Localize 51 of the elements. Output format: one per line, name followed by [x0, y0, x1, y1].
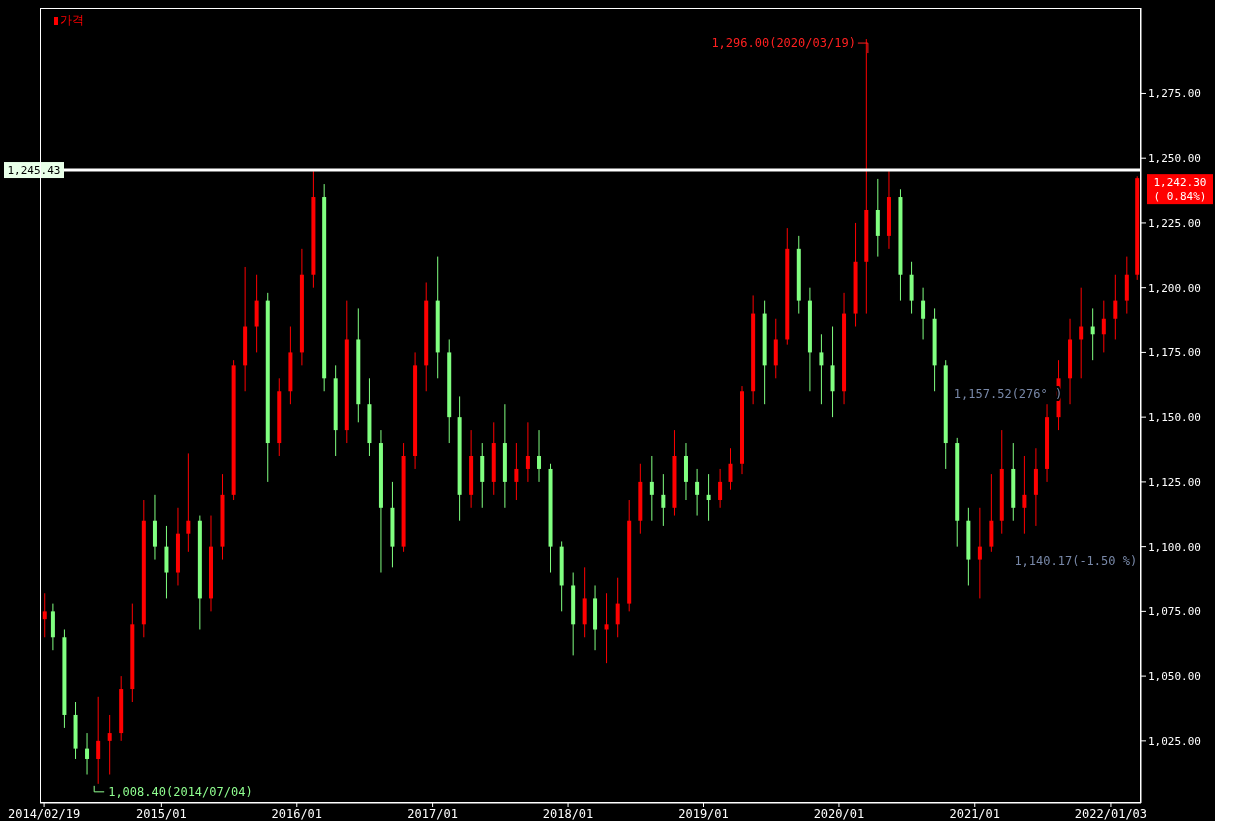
annotation: 1,157.52(276° ) — [953, 386, 1063, 401]
candlestick — [42, 592, 47, 638]
x-tick-label: 2019/01 — [678, 806, 729, 821]
candlestick — [604, 592, 609, 664]
candlestick — [1022, 455, 1027, 535]
candlestick — [695, 468, 700, 517]
x-tick-label: 2017/01 — [407, 806, 458, 821]
x-tick-label: 2015/01 — [136, 806, 187, 821]
candlestick — [107, 714, 112, 776]
x-tick-label: 2020/01 — [813, 806, 865, 821]
y-tick-label: 1,025.00 — [1148, 734, 1201, 748]
y-tick-label: 1,275.00 — [1148, 87, 1201, 101]
candlestick — [1079, 287, 1084, 379]
candlestick — [649, 455, 654, 522]
y-tick-label: 1,225.00 — [1148, 216, 1201, 230]
annotation: 1,008.40(2014/07/04) — [108, 784, 253, 799]
y-tick-label: 1,050.00 — [1148, 670, 1201, 684]
candlestick — [819, 333, 824, 405]
y-tick-label: 1,100.00 — [1148, 540, 1201, 554]
annotation: 1,296.00(2020/03/19) — [711, 36, 856, 51]
candlestick — [1113, 274, 1118, 340]
candlestick — [615, 577, 620, 638]
y-tick-label: 1,125.00 — [1148, 475, 1201, 489]
candlestick — [537, 429, 542, 483]
y-tick-label: 1,200.00 — [1148, 281, 1201, 295]
x-tick-label: 2022/01/03 — [1074, 806, 1148, 821]
x-tick-label: 2016/01 — [271, 806, 323, 821]
ref-line-label: 1,245.43 — [7, 164, 61, 178]
candlestick — [728, 447, 733, 491]
y-tick-label: 1,250.00 — [1148, 152, 1201, 166]
candlestick — [706, 473, 711, 522]
candlestick — [977, 507, 982, 599]
candlestick — [186, 452, 191, 553]
candlestick — [1090, 307, 1095, 361]
y-tick-label: 1,175.00 — [1148, 346, 1201, 360]
candlestick — [718, 468, 723, 509]
y-tick-label: 1,150.00 — [1148, 411, 1201, 425]
annotation: 1,242.30 ( 0.84%) — [1153, 176, 1207, 204]
annotation: 1,140.17(-1.50 %) — [1014, 553, 1138, 568]
candlestick — [1101, 300, 1106, 353]
y-tick-label: 1,075.00 — [1148, 605, 1201, 619]
x-tick-label: 2014/02/19 — [7, 806, 81, 821]
candlestick — [661, 473, 666, 527]
candlestick — [96, 696, 101, 785]
candlestick — [514, 442, 519, 501]
candlestick — [921, 287, 926, 340]
candlestick — [525, 421, 530, 483]
x-tick-label: 2021/01 — [949, 806, 1001, 821]
legend-label: 가격 — [59, 12, 84, 29]
x-tick-label: 2018/01 — [542, 806, 594, 821]
candlestick — [85, 732, 90, 776]
